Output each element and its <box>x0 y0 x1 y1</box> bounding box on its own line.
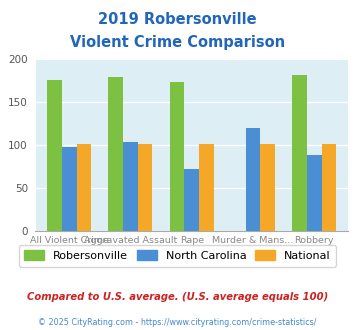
Bar <box>47 80 62 231</box>
Bar <box>199 144 214 231</box>
Bar <box>260 144 275 231</box>
Text: 2019 Robersonville: 2019 Robersonville <box>98 12 257 26</box>
Bar <box>184 169 199 231</box>
Text: © 2025 CityRating.com - https://www.cityrating.com/crime-statistics/: © 2025 CityRating.com - https://www.city… <box>38 318 317 327</box>
Bar <box>108 77 123 231</box>
Bar <box>62 147 77 231</box>
Bar <box>292 75 307 231</box>
Bar <box>170 82 184 231</box>
Text: Violent Crime Comparison: Violent Crime Comparison <box>70 35 285 50</box>
Bar <box>77 144 91 231</box>
Bar <box>246 128 260 231</box>
Text: Compared to U.S. average. (U.S. average equals 100): Compared to U.S. average. (U.S. average … <box>27 292 328 302</box>
Bar <box>307 155 322 231</box>
Bar <box>322 144 336 231</box>
Bar <box>138 144 153 231</box>
Legend: Robersonville, North Carolina, National: Robersonville, North Carolina, National <box>18 245 337 267</box>
Bar <box>123 142 138 231</box>
